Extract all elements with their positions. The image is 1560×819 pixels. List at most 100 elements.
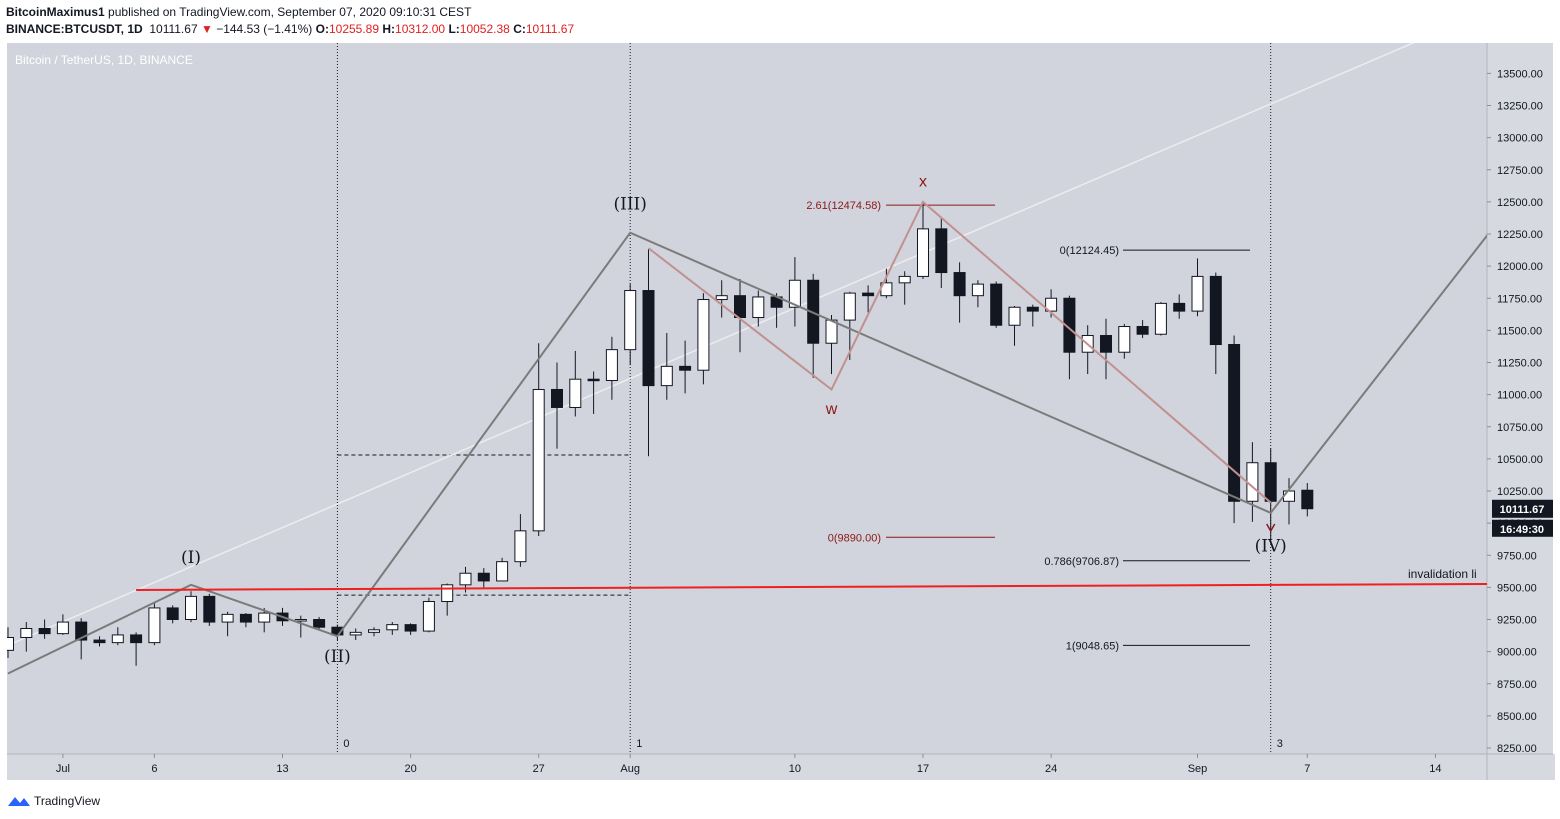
candle [38,619,51,639]
tradingview-logo-icon[interactable] [7,794,31,808]
candle-body [7,636,14,651]
price-tick-label: 13250.00 [1497,101,1543,113]
candle [93,636,106,647]
candle-body [93,639,106,644]
time-tick-label: Aug [620,763,640,775]
candle [697,293,710,385]
published-text: published on TradingView.com, September … [108,5,472,19]
candle [935,217,948,288]
candle-body [111,634,124,644]
time-tick-label: 24 [1045,763,1057,775]
time-tick-label: 7 [1304,763,1310,775]
fib-red-label: 2.61(12474.58) [806,200,881,212]
candle-body [148,607,161,644]
elliott-wave-path [7,231,1487,675]
close-value: 10111.67 [525,22,575,36]
candle [477,568,490,588]
candle [971,280,984,308]
low-value: 10052.38 [459,22,510,36]
close-label: C: [513,22,526,36]
time-tick-label: 27 [533,763,545,775]
price-tick-label: 11250.00 [1497,358,1542,370]
candle-body [514,530,527,563]
candle [1191,258,1204,317]
candle-body [1045,297,1058,312]
candle-body [734,295,746,319]
trend-line [7,43,1415,646]
time-marker-label: 1 [636,738,642,750]
fib-level-label: 0.786(9706.87) [1044,556,1119,568]
publish-info: BitcoinMaximus1 published on TradingView… [6,5,471,19]
candle [258,607,271,633]
price-tick-label: 12250.00 [1497,229,1543,241]
candle-body [20,627,33,638]
candle [752,290,765,327]
candle-body [569,378,582,408]
price-tick-label: 10500.00 [1497,454,1543,466]
plot-layer: Bitcoin / TetherUS, 1D, BINANCE 0 1 3 0(1212… [7,43,1487,754]
candle [1173,294,1186,319]
candle-body [660,365,673,387]
candle-body [917,228,929,277]
candle [1063,295,1076,380]
candle-body [642,290,655,387]
candle-body [1136,326,1149,335]
candle-body [239,613,252,623]
candle-body [990,283,1003,326]
price-tick-label: 12000.00 [1497,261,1543,273]
candle [349,628,362,641]
candle-body [221,613,234,623]
chart-header: BitcoinMaximus1 published on TradingView… [0,0,1560,42]
candle-body [441,584,454,603]
candle [788,257,801,327]
last-price-badge [1492,499,1553,518]
candle [203,593,216,626]
price-tick-label: 11750.00 [1497,293,1542,305]
fib-level-label: 1(9048.65) [1066,640,1119,652]
candle-body [258,612,271,623]
time-tick-label: Jul [56,763,70,775]
candle [221,611,234,637]
time-tick-label: 17 [917,763,929,775]
price-tick-label: 13000.00 [1497,133,1543,145]
candle [404,623,417,635]
candle-body [38,627,51,635]
price-tick-label: 13500.00 [1497,68,1543,80]
author-name[interactable]: BitcoinMaximus1 [6,5,105,19]
candle [239,613,252,628]
candle [20,622,33,652]
candle-body [843,292,856,321]
candle-body [1191,275,1204,312]
candle-body [166,607,179,620]
time-tick-label: 6 [151,763,157,775]
candle [990,281,1003,328]
brand-name[interactable]: TradingView [34,794,101,808]
candle [953,262,966,323]
chart-title: Bitcoin / TetherUS, 1D, BINANCE [15,53,193,67]
time-tick-label: 13 [276,763,288,775]
candle-body [1246,462,1259,502]
open-value: 10255.89 [328,22,380,36]
candle [862,285,875,313]
plot-area [7,43,1487,754]
candle [843,291,856,360]
candle [111,627,124,646]
time-tick-label: Sep [1188,763,1208,775]
candle-body [825,319,838,344]
open-label: O: [315,22,329,36]
candle-body [203,595,216,623]
candle-body [697,299,710,371]
candle [898,271,911,305]
time-marker-label: 0 [343,738,349,750]
candle-body [1008,306,1021,326]
candle [605,336,618,400]
candle [715,280,728,318]
candle [569,350,582,417]
candle-body [1264,462,1277,502]
candle [148,602,161,646]
candle-body [532,388,545,532]
candle [1228,335,1241,524]
candle-body [1283,490,1295,502]
down-arrow-icon [1266,523,1276,533]
